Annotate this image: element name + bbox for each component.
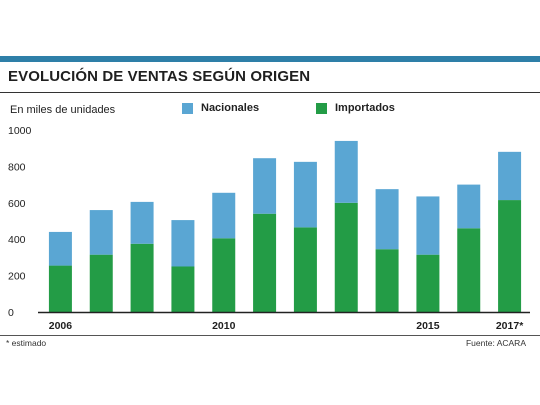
legend-swatch-nacionales bbox=[182, 102, 193, 114]
bar-nacionales-2007 bbox=[89, 210, 113, 255]
bar-importados-2011 bbox=[253, 213, 277, 312]
x-tick-label-2010: 2010 bbox=[212, 320, 236, 332]
y-tick-label-600: 600 bbox=[8, 198, 26, 210]
top-accent-rule bbox=[0, 56, 540, 62]
y-axis-unit-label: En miles de unidades bbox=[10, 104, 116, 116]
bar-importados-2007 bbox=[89, 254, 113, 312]
legend-swatch-importados bbox=[316, 102, 327, 114]
bar-importados-2006 bbox=[48, 265, 72, 312]
bar-nacionales-2015 bbox=[416, 196, 440, 255]
bar-nacionales-2010 bbox=[212, 192, 236, 239]
bar-importados-2014 bbox=[375, 249, 399, 312]
x-tick-label-2015: 2015 bbox=[416, 320, 440, 332]
bar-nacionales-2009 bbox=[171, 220, 195, 267]
bar-importados-2008 bbox=[130, 243, 154, 312]
bar-importados-2012 bbox=[293, 227, 317, 312]
bar-nacionales-2014 bbox=[375, 189, 399, 250]
title-divider bbox=[0, 92, 540, 93]
source-credit: Fuente: ACARA bbox=[465, 338, 526, 348]
bar-importados-2015 bbox=[416, 254, 440, 312]
chart-title: EVOLUCIÓN DE VENTAS SEGÚN ORIGEN bbox=[8, 68, 311, 85]
legend-label-nacionales: Nacionales bbox=[201, 102, 260, 114]
bar-nacionales-2012 bbox=[293, 161, 317, 228]
footnote: * estimado bbox=[6, 338, 47, 348]
y-tick-label-1000: 1000 bbox=[8, 125, 32, 137]
x-tick-label-2017*: 2017* bbox=[496, 320, 524, 332]
bar-importados-2009 bbox=[171, 266, 195, 312]
bar-nacionales-2017* bbox=[498, 151, 522, 201]
bar-nacionales-2006 bbox=[48, 231, 72, 266]
y-tick-label-800: 800 bbox=[8, 161, 26, 173]
y-tick-label-200: 200 bbox=[8, 271, 26, 283]
y-tick-label-0: 0 bbox=[8, 307, 14, 319]
legend-label-importados: Importados bbox=[335, 102, 395, 114]
x-tick-label-2006: 2006 bbox=[49, 320, 73, 332]
bar-importados-2010 bbox=[212, 238, 236, 312]
bar-nacionales-2013 bbox=[334, 140, 358, 203]
bar-nacionales-2016 bbox=[457, 184, 481, 229]
legend-item-nacionales: Nacionales bbox=[182, 102, 259, 114]
bar-importados-2016 bbox=[457, 228, 481, 312]
bar-nacionales-2011 bbox=[253, 158, 277, 214]
y-tick-label-400: 400 bbox=[8, 234, 26, 246]
bar-importados-2017* bbox=[498, 200, 522, 312]
bar-importados-2013 bbox=[334, 202, 358, 312]
bar-nacionales-2008 bbox=[130, 201, 154, 244]
legend-item-importados: Importados bbox=[316, 102, 395, 114]
